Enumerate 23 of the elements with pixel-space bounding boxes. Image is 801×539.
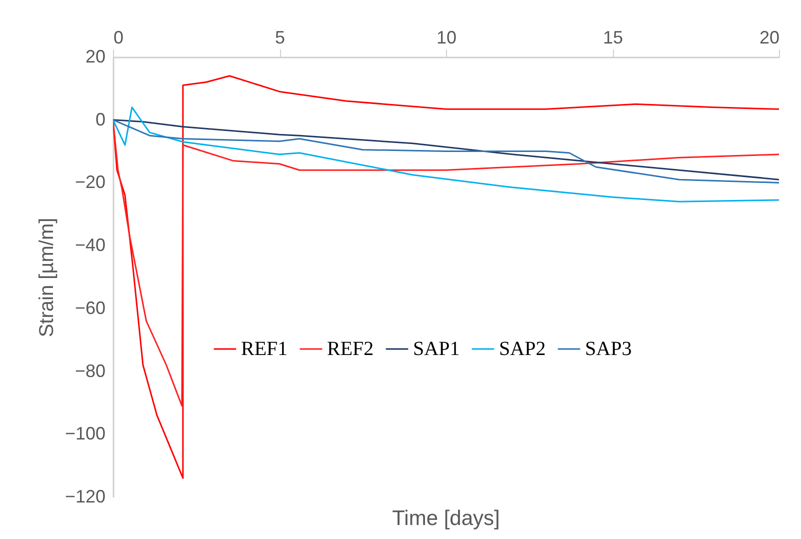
y-tick-label: −100 [64, 424, 106, 444]
x-tick-label: 15 [602, 28, 624, 48]
x-axis-title: Time [days] [392, 507, 500, 530]
y-axis-title: Strain [µm/m] [36, 218, 58, 338]
x-tick-label: 5 [274, 28, 286, 48]
y-tick-label: −40 [74, 235, 106, 256]
legend-label: SAP2 [499, 338, 546, 360]
x-tick-label: 0 [114, 28, 124, 48]
x-tick-label: 10 [436, 28, 457, 48]
legend-label: SAP1 [413, 338, 460, 360]
x-tick-label: 20 [759, 28, 780, 48]
legend-label: SAP3 [585, 338, 632, 360]
line-series [113, 106, 779, 202]
legend-label: REF1 [241, 338, 288, 360]
line-series [113, 75, 779, 479]
line-series [113, 119, 779, 407]
y-tick-label: −120 [64, 486, 106, 506]
legend-label: REF2 [327, 338, 374, 360]
y-tick-label: 20 [85, 46, 106, 66]
y-tick-label: −60 [74, 298, 106, 318]
y-tick-label: −80 [74, 360, 106, 381]
y-tick-label: 0 [95, 109, 106, 130]
y-tick-label: −20 [74, 172, 106, 192]
